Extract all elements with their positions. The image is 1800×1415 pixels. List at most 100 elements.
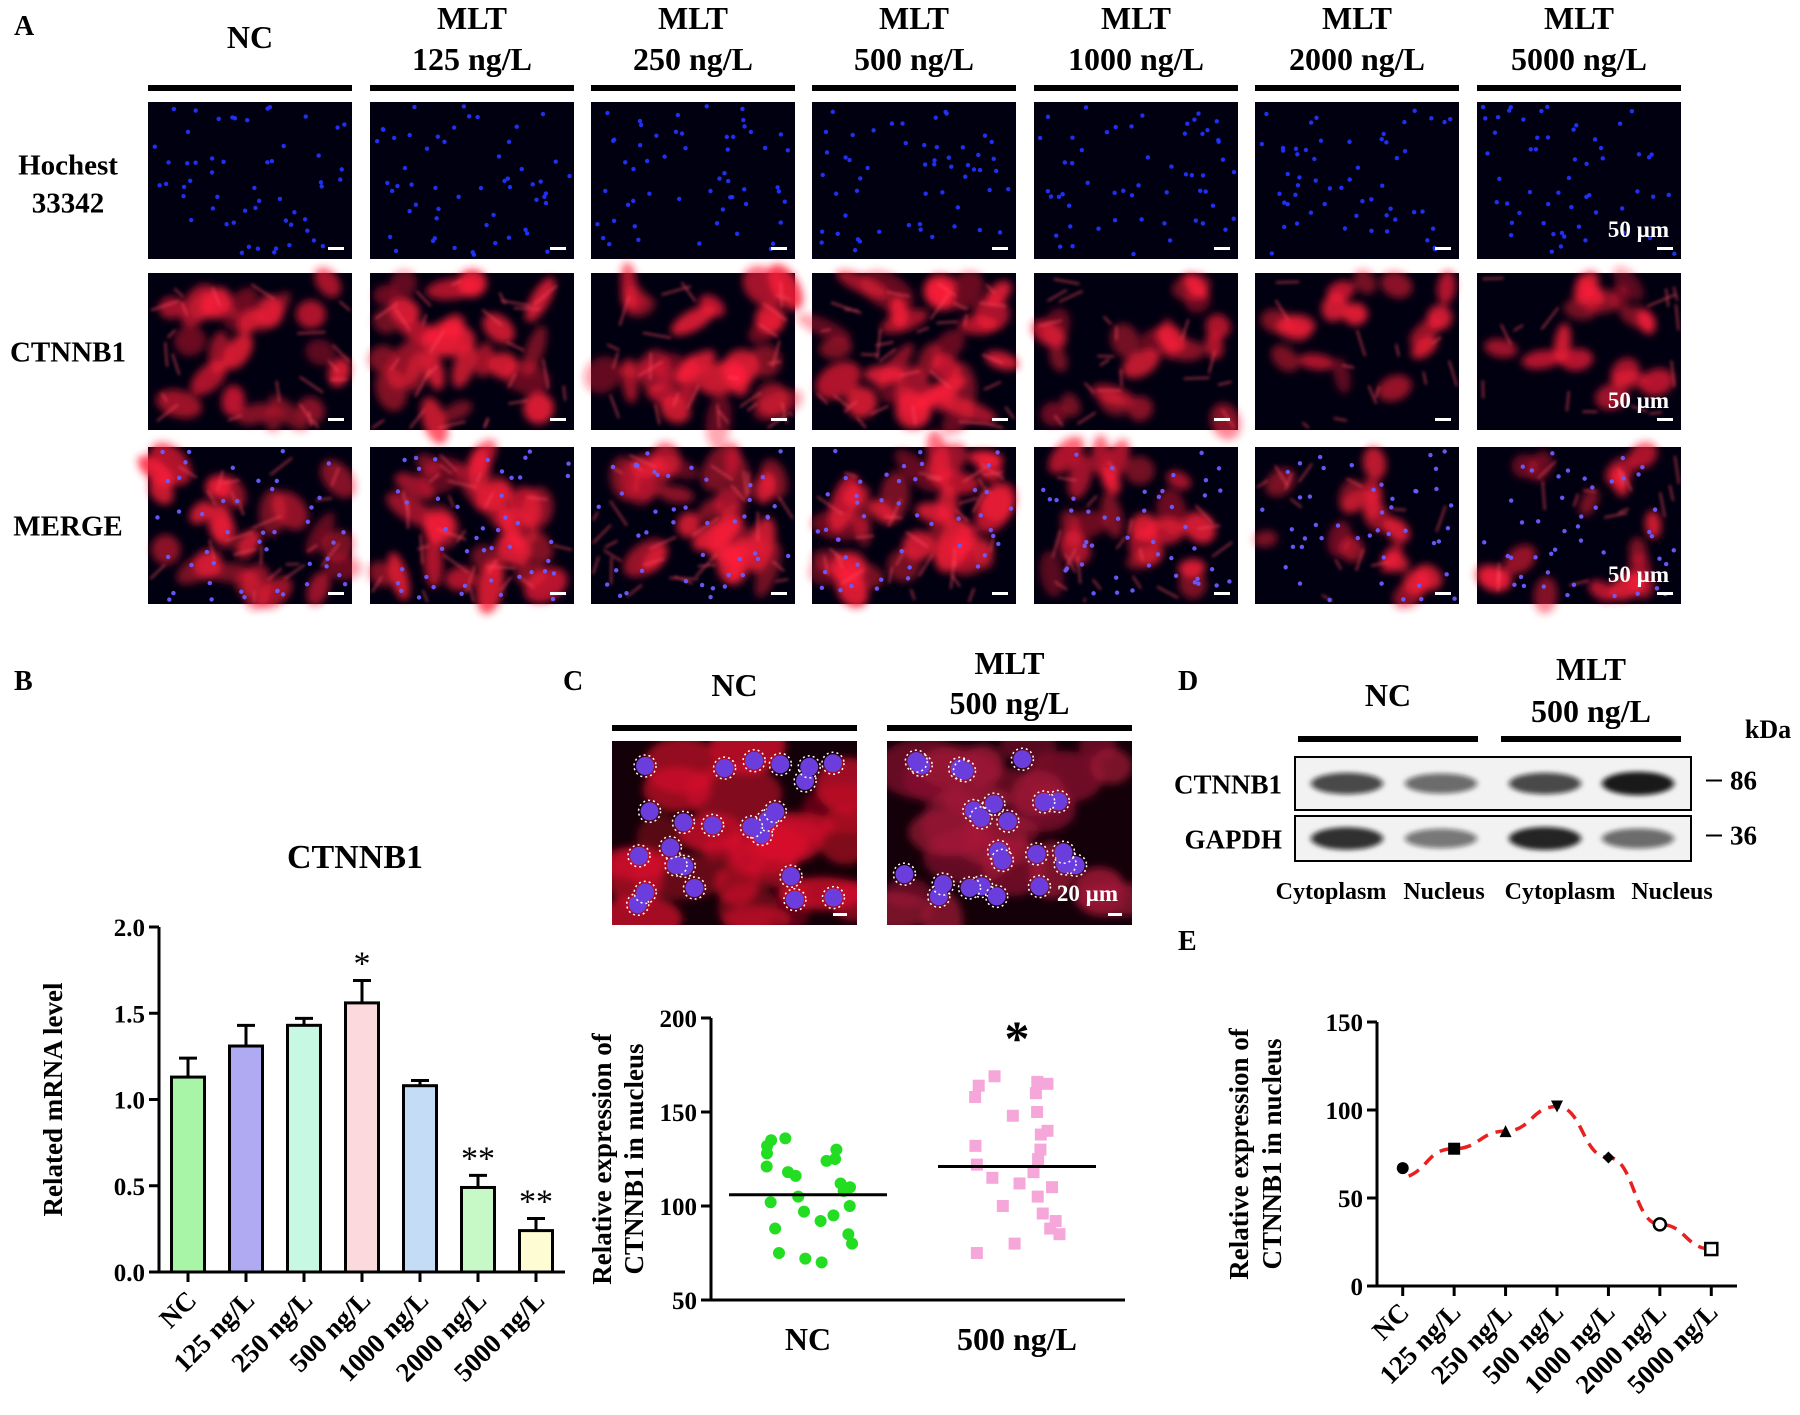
ctnnb1-fibers <box>816 463 1005 603</box>
cell-body <box>1380 542 1403 574</box>
fiber <box>260 546 263 565</box>
nucleus <box>849 583 854 589</box>
nucleus <box>193 108 198 113</box>
column-label-line2: 2000 ng/L <box>1289 41 1425 77</box>
nucleus-outline <box>892 862 917 886</box>
fiber <box>1156 585 1179 599</box>
fiber <box>879 348 897 363</box>
nucleus <box>550 596 556 602</box>
nucleus <box>393 248 399 254</box>
nucleus <box>991 156 996 162</box>
fiber <box>730 484 746 502</box>
nucleus <box>1434 486 1439 492</box>
lane-label: Nucleus <box>1631 879 1712 905</box>
nucleus <box>607 242 612 247</box>
nucleus <box>514 124 519 129</box>
nucleus <box>765 515 771 520</box>
fiber <box>507 373 517 388</box>
cell-body <box>835 570 869 608</box>
nuclei <box>1037 105 1237 257</box>
nucleus-outline <box>982 792 1006 816</box>
fiber <box>1119 369 1123 387</box>
data-point <box>970 1158 983 1171</box>
nucleus <box>1112 190 1117 196</box>
data-point <box>814 1215 827 1228</box>
nucleus <box>485 457 491 463</box>
nucleus <box>782 867 801 886</box>
ctnnb1-signal <box>1253 446 1443 609</box>
nucleus <box>623 160 628 165</box>
nucleus <box>292 210 297 215</box>
nucleus <box>1533 147 1539 152</box>
data-point <box>797 1205 810 1218</box>
cell-body <box>638 349 672 393</box>
fiber <box>498 292 506 305</box>
nucleus <box>833 191 839 196</box>
nucleus <box>523 455 528 460</box>
nucleus <box>1160 488 1165 494</box>
nucleus <box>517 574 522 580</box>
cell-body <box>235 529 261 559</box>
nucleus <box>253 205 258 211</box>
nucleus <box>934 875 953 894</box>
fiber <box>422 589 429 603</box>
bar <box>460 1185 496 1274</box>
cell-body <box>817 807 857 865</box>
nucleus <box>1636 472 1641 477</box>
data-point <box>969 1139 982 1152</box>
fiber <box>1058 290 1084 303</box>
group-label-line1: MLT <box>975 645 1045 681</box>
nucleus <box>785 890 804 909</box>
group-bar <box>148 85 352 91</box>
fiber <box>438 420 466 429</box>
nucleus <box>1130 588 1135 593</box>
nucleus <box>189 562 194 568</box>
fiber <box>1298 463 1313 483</box>
data-point <box>1041 1077 1054 1090</box>
nucleus <box>1541 221 1546 226</box>
nucleus <box>324 564 329 569</box>
nucleus <box>742 187 747 192</box>
nucleus <box>1047 497 1053 502</box>
nucleus <box>1054 497 1059 503</box>
nucleus <box>991 533 996 539</box>
nucleus <box>1527 189 1533 195</box>
band <box>1509 772 1581 795</box>
nucleus <box>455 504 460 510</box>
nucleus <box>742 124 747 129</box>
nucleus <box>624 590 629 596</box>
fiber <box>419 534 424 565</box>
cell-body <box>1553 323 1572 364</box>
nucleus <box>1308 210 1314 215</box>
fiber <box>447 479 478 489</box>
nucleus <box>1431 540 1437 546</box>
fiber <box>500 300 531 307</box>
nucleus <box>640 802 659 821</box>
nucleus-outline <box>821 885 846 910</box>
nucleus <box>1565 468 1571 473</box>
fiber <box>1392 508 1407 511</box>
fiber <box>1670 360 1675 388</box>
fiber <box>227 414 243 422</box>
nucleus <box>1192 580 1198 585</box>
nucleus-outline <box>1051 840 1076 865</box>
cell-body <box>373 284 398 306</box>
nucleus <box>1549 249 1554 254</box>
nucleus <box>705 520 710 526</box>
fiber <box>1197 524 1221 530</box>
cell-body <box>609 456 640 501</box>
nucleus <box>700 552 706 558</box>
nucleus <box>413 202 419 207</box>
nucleus <box>221 498 226 504</box>
nucleus <box>307 561 312 567</box>
nucleus <box>637 118 643 124</box>
nucleus <box>639 568 645 574</box>
nucleus <box>1621 230 1626 236</box>
nucleus <box>1297 461 1303 466</box>
fiber <box>1047 289 1068 302</box>
nucleus <box>1227 579 1232 584</box>
nucleus <box>416 466 422 471</box>
nucleus <box>1205 128 1210 133</box>
nucleus <box>889 121 895 126</box>
fiber <box>553 544 573 551</box>
